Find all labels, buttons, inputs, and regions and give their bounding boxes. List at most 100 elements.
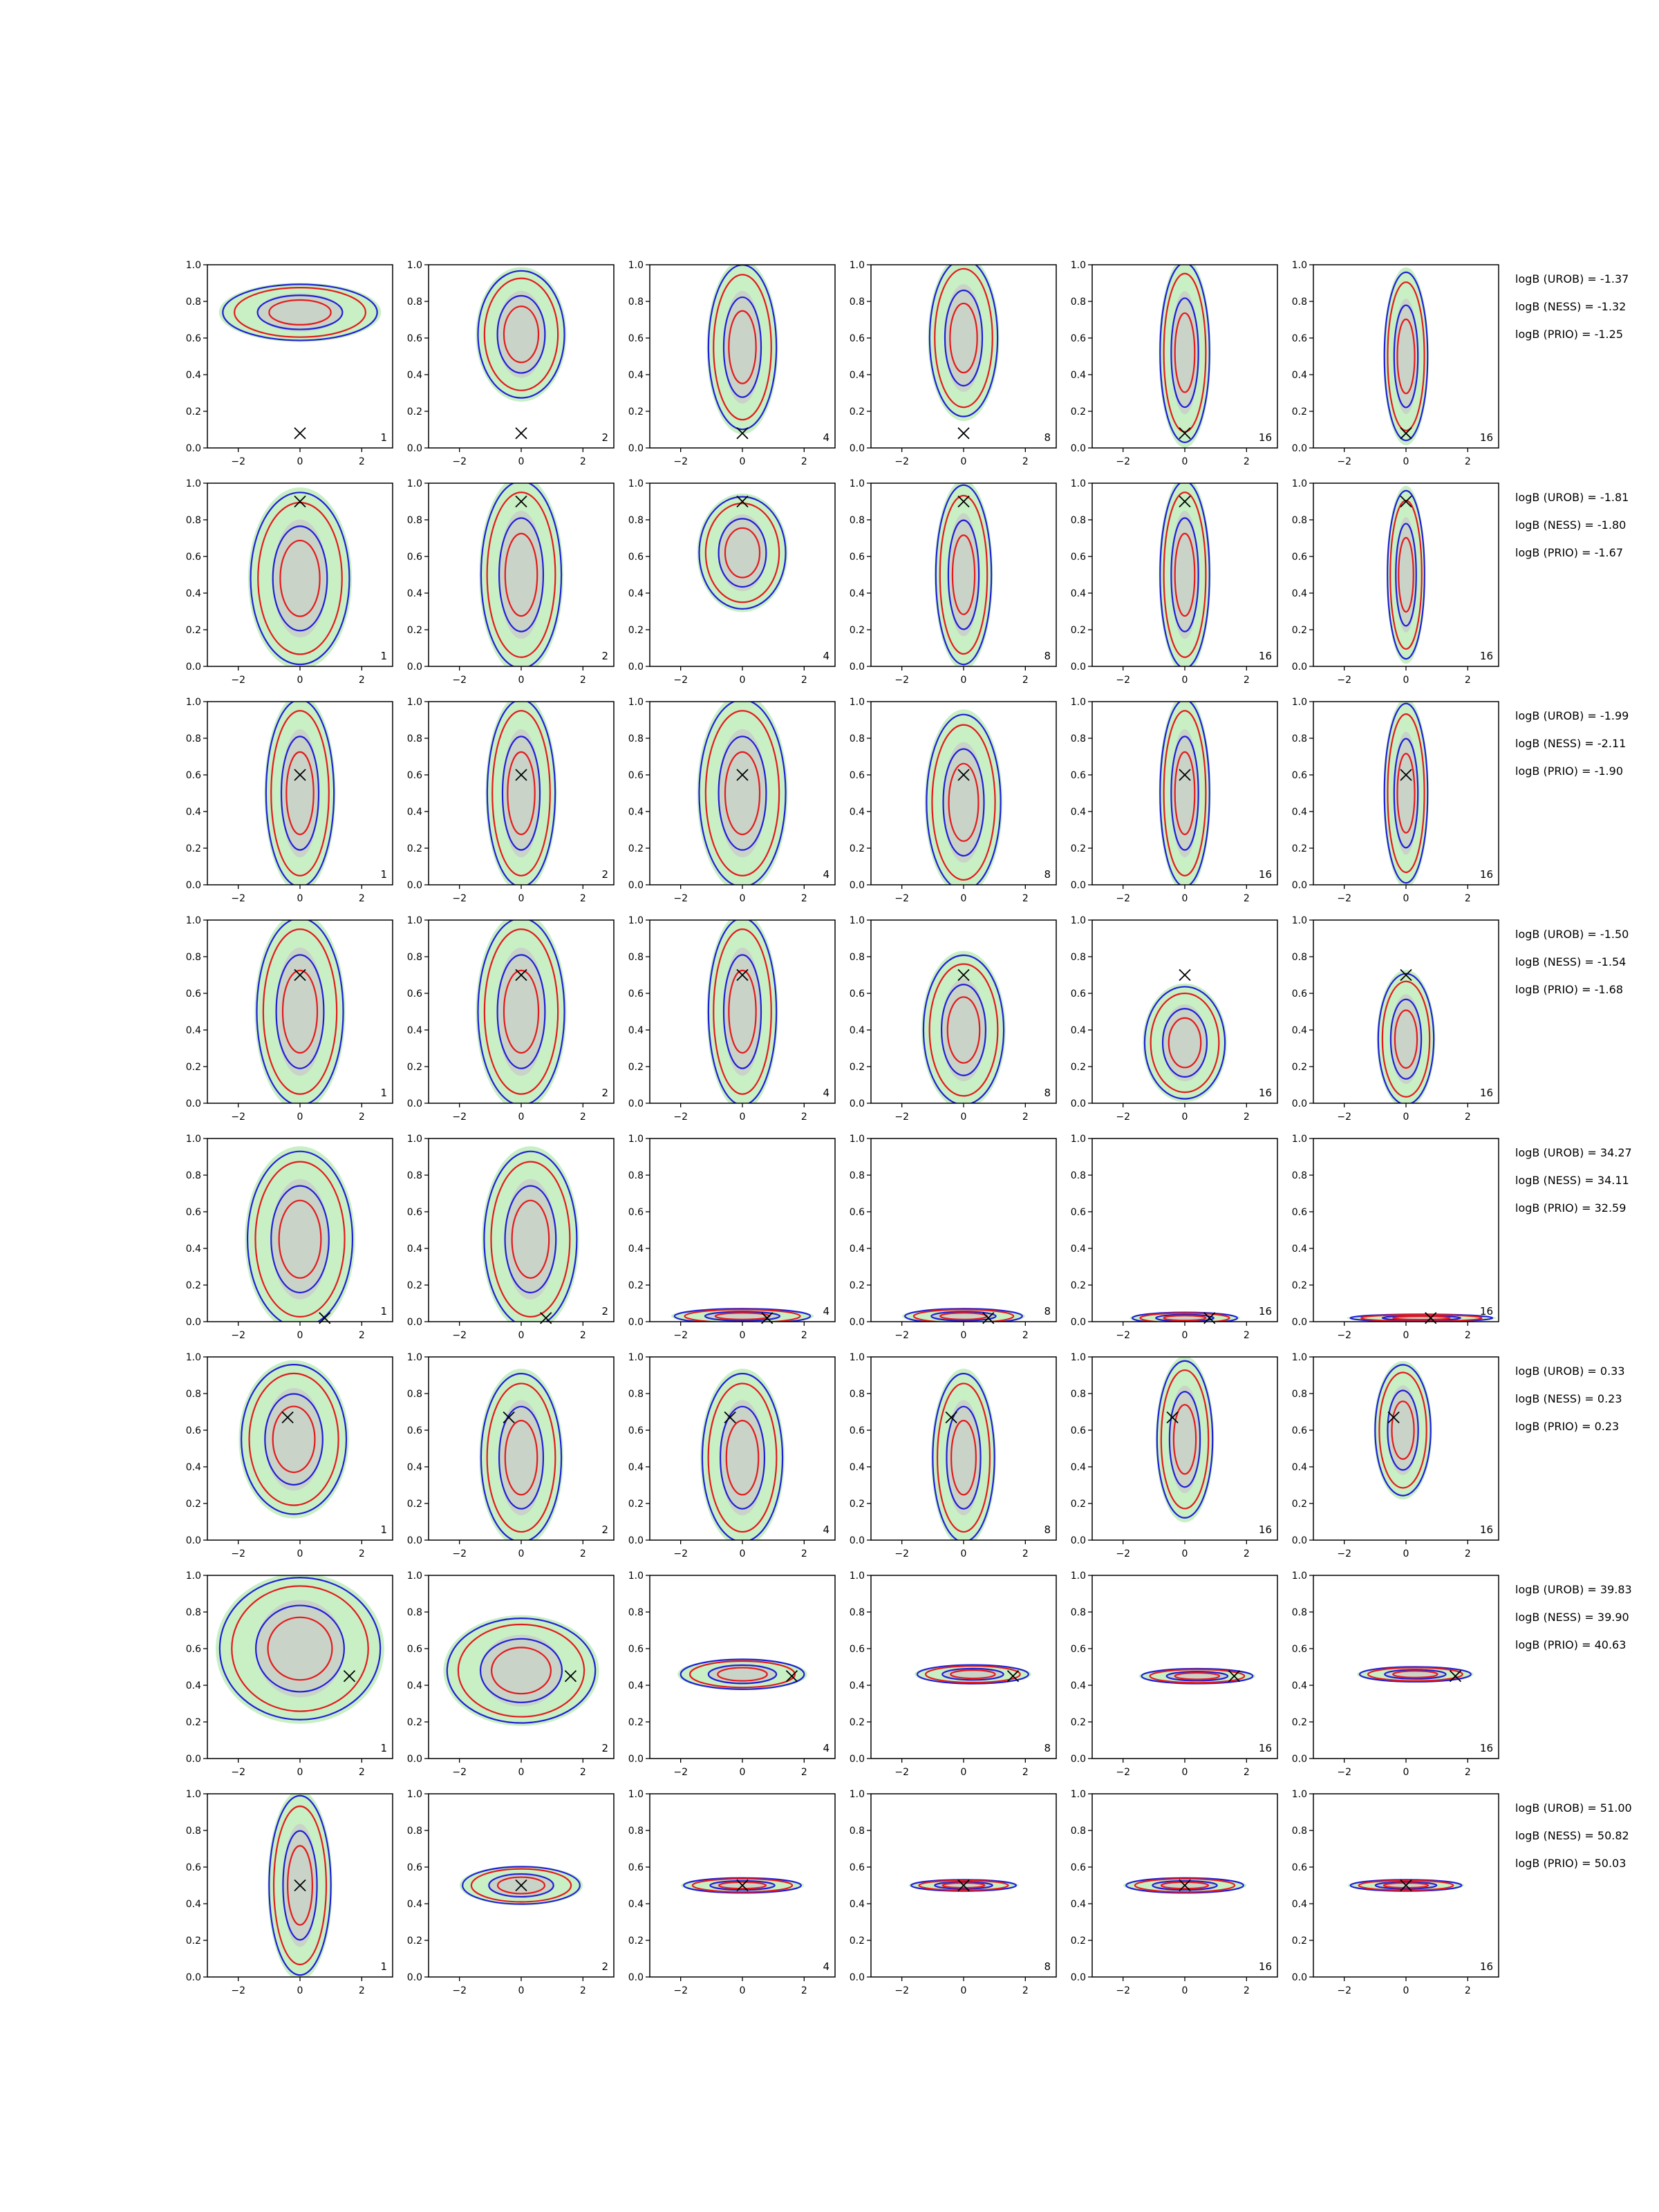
plot-area xyxy=(706,265,778,435)
panel-r4-c2: 0.0 0.2 0.4 0.6 0.8 1.0 −2 0 2 2 xyxy=(407,915,615,1123)
red-contour-outer xyxy=(684,1309,801,1322)
panel-r2-c2: 0.0 0.2 0.4 0.6 0.8 1.0 −2 0 2 2 xyxy=(407,478,615,686)
y-tick-label: 0.8 xyxy=(1292,1607,1307,1618)
x-tick-label: −2 xyxy=(673,675,688,686)
x-tick-label: −2 xyxy=(231,1767,245,1778)
true-value-marker xyxy=(294,427,306,440)
x-tick-label: 2 xyxy=(1022,675,1029,686)
y-tick-label: 0.4 xyxy=(850,1462,865,1473)
y-tick-label: 0.6 xyxy=(1292,552,1307,563)
red-contour-inner xyxy=(1168,1017,1202,1069)
blue-contour-outer xyxy=(1156,1360,1214,1519)
y-tick-label: 0.2 xyxy=(1292,625,1307,636)
blue-contour-inner xyxy=(479,1638,563,1703)
panel-count-label: 16 xyxy=(1480,1305,1493,1318)
gray-density-region xyxy=(497,290,545,378)
true-value-marker xyxy=(1400,427,1412,440)
y-tick-label: 0.6 xyxy=(186,552,201,563)
panel-r4-c5: 0.0 0.2 0.4 0.6 0.8 1.0 −2 0 2 16 xyxy=(1071,915,1278,1123)
y-tick-label: 0.8 xyxy=(1071,1826,1086,1837)
y-tick-label: 0.6 xyxy=(407,1644,422,1655)
panel-count-label: 1 xyxy=(380,1742,387,1754)
y-tick-label: 0.2 xyxy=(1071,1062,1086,1073)
x-tick-label: 0 xyxy=(518,1112,525,1123)
red-contour-outer xyxy=(1358,1880,1454,1891)
blue-contour-outer xyxy=(916,1664,1029,1685)
true-value-marker xyxy=(515,769,527,781)
logb-label: logB (PRIO) = -1.68 xyxy=(1515,983,1623,996)
y-tick-label: 0.4 xyxy=(186,1462,201,1473)
y-tick-label: 0.8 xyxy=(407,515,422,526)
x-tick-label: 0 xyxy=(518,1767,525,1778)
y-tick-label: 0.4 xyxy=(850,1680,865,1691)
logb-label: logB (UROB) = 34.27 xyxy=(1515,1146,1632,1159)
gray-density-region xyxy=(718,514,767,592)
y-tick-label: 0.6 xyxy=(186,1862,201,1873)
panel-r6-c6: 0.0 0.2 0.4 0.6 0.8 1.0 −2 0 2 16 xyxy=(1292,1352,1499,1559)
gray-density-region xyxy=(499,510,543,639)
red-contour-inner xyxy=(728,310,757,384)
y-tick-label: 0.2 xyxy=(1071,1280,1086,1291)
x-tick-label: 2 xyxy=(580,1767,586,1778)
y-tick-label: 0.8 xyxy=(407,1389,422,1400)
y-tick-label: 0.0 xyxy=(1292,1972,1307,1983)
y-tick-label: 0.2 xyxy=(1292,1936,1307,1947)
red-contour-inner xyxy=(1174,1671,1221,1680)
y-tick-label: 0.2 xyxy=(1292,843,1307,854)
blue-contour-inner xyxy=(930,1311,997,1322)
true-value-marker xyxy=(724,1411,736,1424)
y-tick-label: 0.4 xyxy=(186,588,201,599)
panel-r4-c1: 0.0 0.2 0.4 0.6 0.8 1.0 −2 0 2 1 xyxy=(186,915,393,1123)
x-tick-label: −2 xyxy=(1116,1767,1130,1778)
red-contour-outer xyxy=(704,503,780,603)
red-contour-outer xyxy=(1389,500,1423,650)
x-tick-label: 2 xyxy=(1022,1330,1029,1341)
panel-count-label: 16 xyxy=(1480,1087,1493,1099)
y-tick-label: 0.2 xyxy=(407,843,422,854)
true-value-marker xyxy=(1400,968,1412,982)
red-contour-outer xyxy=(928,963,999,1097)
y-tick-label: 1.0 xyxy=(628,1134,644,1145)
red-contour-outer xyxy=(248,1372,339,1506)
panel-count-label: 2 xyxy=(601,1524,608,1536)
x-tick-label: 0 xyxy=(1403,1112,1409,1123)
y-tick-label: 1.0 xyxy=(850,478,865,489)
panel-count-label: 2 xyxy=(601,1742,608,1754)
y-tick-label: 0.8 xyxy=(628,1607,644,1618)
x-tick-label: 2 xyxy=(1022,1985,1029,1996)
y-tick-label: 0.0 xyxy=(628,662,644,673)
y-tick-label: 1.0 xyxy=(850,1352,865,1363)
blue-contour-inner xyxy=(280,735,320,851)
panel-count-label: 16 xyxy=(1259,1087,1272,1099)
panel-r7-c6: 0.0 0.2 0.4 0.6 0.8 1.0 −2 0 2 16 xyxy=(1292,1571,1499,1778)
true-value-marker xyxy=(736,427,749,440)
x-tick-label: 0 xyxy=(1182,1548,1188,1559)
plot-area xyxy=(264,702,336,885)
red-contour-inner xyxy=(946,996,981,1064)
panel-count-label: 16 xyxy=(1259,1960,1272,1973)
plot-area xyxy=(677,1658,807,1690)
red-contour-inner xyxy=(503,306,540,364)
y-tick-label: 1.0 xyxy=(628,915,644,926)
panel-r7-c3: 0.0 0.2 0.4 0.6 0.8 1.0 −2 0 2 4 xyxy=(628,1571,836,1778)
panel-count-label: 8 xyxy=(1044,1087,1051,1099)
panel-count-label: 8 xyxy=(1044,431,1051,444)
blue-contour-outer xyxy=(265,702,335,885)
x-tick-label: 2 xyxy=(359,893,365,904)
true-value-marker xyxy=(564,1670,577,1683)
y-tick-label: 1.0 xyxy=(850,1789,865,1800)
y-tick-label: 0.4 xyxy=(628,1244,644,1255)
x-tick-label: −2 xyxy=(231,456,245,467)
y-tick-label: 1.0 xyxy=(1292,1571,1307,1582)
x-tick-label: 0 xyxy=(1182,675,1188,686)
true-value-marker xyxy=(1179,427,1191,440)
blue-contour-outer xyxy=(477,920,565,1103)
panel-count-label: 16 xyxy=(1480,650,1493,662)
panel-count-label: 16 xyxy=(1480,1960,1493,1973)
panel-r4-c4: 0.0 0.2 0.4 0.6 0.8 1.0 −2 0 2 8 xyxy=(850,915,1057,1123)
y-tick-label: 0.8 xyxy=(186,1170,201,1181)
plot-area xyxy=(914,1664,1031,1685)
true-value-marker xyxy=(957,427,970,440)
panel-count-label: 16 xyxy=(1259,1742,1272,1754)
red-contour-outer xyxy=(491,710,551,877)
